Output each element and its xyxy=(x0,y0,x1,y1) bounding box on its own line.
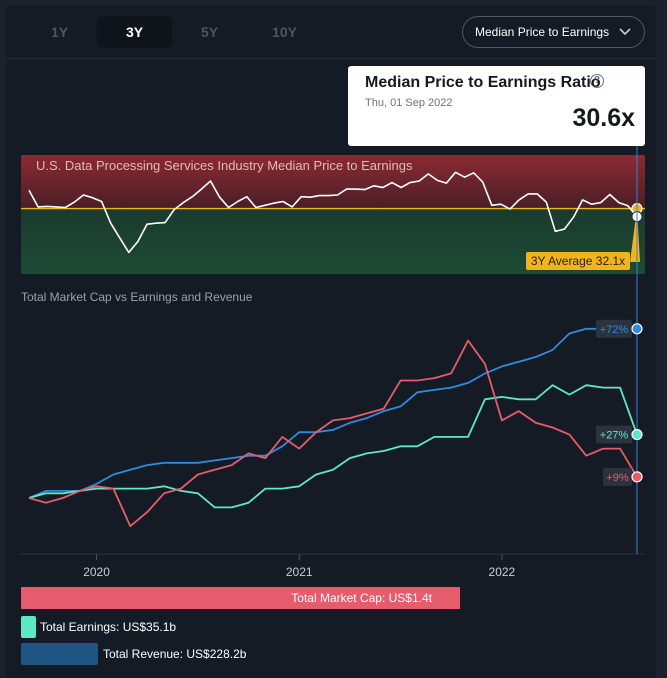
x-tick-label: 2022 xyxy=(489,565,516,579)
chevron-down-icon xyxy=(619,28,631,36)
tooltip-title: Median Price to Earnings Ratio xyxy=(365,74,601,91)
legend-revenue-swatch xyxy=(21,643,98,665)
earnings-end-dot xyxy=(631,428,643,441)
market-cap-line xyxy=(28,339,638,528)
pe-chart-title: U.S. Data Processing Services Industry M… xyxy=(36,158,413,173)
band-below-average xyxy=(21,208,645,274)
legend-earnings-label: Total Earnings: US$35.1b xyxy=(40,620,177,634)
tooltip-date: Thu, 01 Sep 2022 xyxy=(365,97,453,109)
comparison-chart-title: Total Market Cap vs Earnings and Revenue xyxy=(21,290,253,304)
question-circle-icon[interactable]: ? xyxy=(590,74,604,88)
earnings-line xyxy=(28,384,638,509)
header-divider xyxy=(6,58,656,59)
market-cap-end-dot xyxy=(631,471,643,483)
legend-market-cap: Total Market Cap: US$1.4t xyxy=(21,587,460,609)
average-badge: 3Y Average 32.1x xyxy=(526,252,630,270)
band-above-average xyxy=(21,155,645,209)
value-tooltip: Median Price to Earnings Ratio ? Thu, 01… xyxy=(348,66,645,146)
revenue-end-label: +72% xyxy=(600,324,629,336)
legend-market-cap-label: Total Market Cap: US$1.4t xyxy=(291,591,432,605)
revenue-end-label-bg xyxy=(596,319,632,338)
tooltip-value: 30.6x xyxy=(572,104,635,132)
earnings-end-label: +27% xyxy=(600,430,629,442)
tab-5y[interactable]: 5Y xyxy=(200,24,219,40)
timeframe-tabs: 1Y 3Y 5Y 10Y xyxy=(22,16,322,48)
x-tick-label: 2020 xyxy=(83,565,110,579)
market-cap-end-label: +9% xyxy=(606,472,629,484)
market-cap-end-label-bg xyxy=(603,467,632,486)
tab-1y[interactable]: 1Y xyxy=(50,24,69,40)
pe-ratio-line xyxy=(28,171,638,254)
revenue-line xyxy=(28,327,637,499)
metric-dropdown[interactable]: Median Price to Earnings xyxy=(462,16,645,48)
earnings-end-label-bg xyxy=(596,425,632,444)
legend-revenue-label: Total Revenue: US$228.2b xyxy=(103,647,247,661)
tab-3y[interactable]: 3Y xyxy=(97,16,172,48)
revenue-end-dot xyxy=(631,323,643,335)
x-tick-label: 2021 xyxy=(286,565,313,579)
tab-10y[interactable]: 10Y xyxy=(272,24,297,40)
metric-dropdown-label: Median Price to Earnings xyxy=(475,25,610,39)
legend-earnings-swatch xyxy=(21,616,36,638)
